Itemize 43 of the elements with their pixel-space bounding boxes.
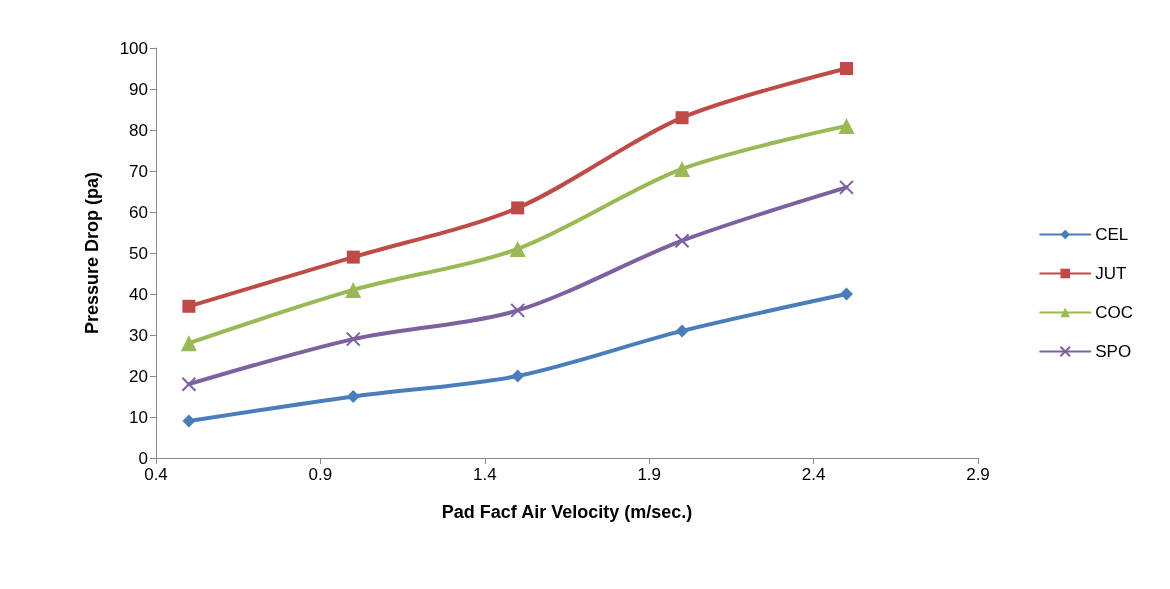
point — [511, 201, 525, 215]
x-tick-label: 1.9 — [637, 465, 662, 484]
y-tick-label: 0 — [138, 448, 148, 468]
point — [346, 390, 360, 403]
legend-label: SPO — [1095, 342, 1132, 361]
x-tick-label: 1.4 — [472, 465, 497, 484]
x-tick-label: 0.9 — [308, 465, 333, 484]
point — [839, 62, 853, 75]
y-axis-title: Pressure Drop (pa) — [82, 171, 102, 335]
x-tick-label: 0.4 — [144, 465, 168, 484]
point — [838, 179, 854, 195]
point — [674, 160, 691, 177]
point — [182, 299, 196, 313]
x-tick-label: 2.4 — [801, 465, 826, 484]
legend-label: JUT — [1095, 264, 1127, 283]
point — [675, 324, 689, 338]
point — [839, 287, 853, 301]
point — [509, 240, 526, 257]
x-axis-title: Pad Facf Air Velocity (m/sec.) — [441, 502, 693, 522]
point — [345, 281, 362, 298]
legend-label: COC — [1095, 303, 1133, 322]
point — [181, 376, 197, 392]
y-tick-label: 40 — [129, 284, 148, 304]
y-tick-label: 90 — [129, 79, 148, 99]
y-tick-label: 70 — [129, 161, 148, 181]
point — [675, 111, 689, 125]
point — [180, 335, 197, 352]
point — [511, 369, 525, 383]
y-tick-label: 80 — [129, 120, 148, 140]
y-tick-label: 50 — [129, 243, 148, 263]
y-tick-label: 60 — [129, 202, 148, 222]
x-tick-label: 2.9 — [966, 465, 990, 484]
point — [345, 331, 361, 347]
y-tick-label: 100 — [119, 38, 148, 58]
y-tick-label: 20 — [129, 366, 148, 386]
y-tick-label: 10 — [129, 407, 148, 427]
point — [346, 250, 360, 264]
point — [510, 302, 526, 318]
point — [182, 414, 196, 428]
point — [838, 117, 855, 134]
point — [674, 233, 690, 249]
legend-label: CEL — [1095, 225, 1129, 244]
y-tick-label: 30 — [129, 325, 148, 345]
